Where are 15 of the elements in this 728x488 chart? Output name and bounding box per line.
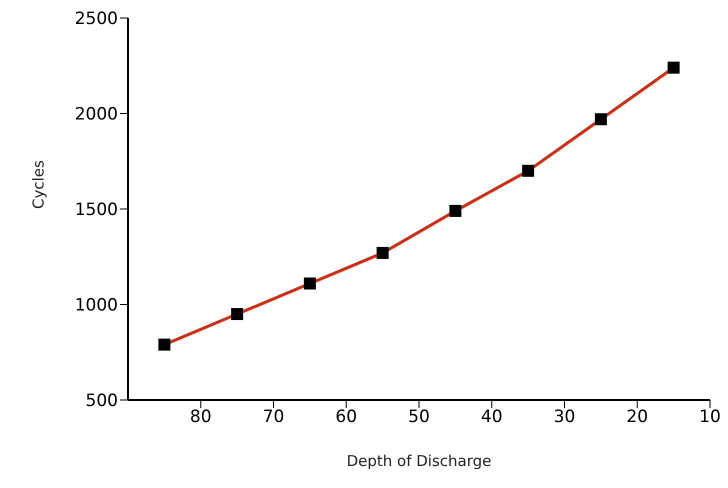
x-tick-label: 80	[190, 407, 212, 428]
x-tick-label: 30	[554, 407, 576, 428]
y-tick-label: 500	[86, 391, 118, 412]
x-tick-label: 20	[626, 407, 648, 428]
y-axis-title: Cycles	[29, 160, 48, 209]
y-tick-label: 1500	[74, 200, 118, 220]
x-tick-label: 60	[335, 407, 358, 428]
x-axis-title: Depth of Discharge	[346, 452, 492, 470]
y-tick-label: 1000	[74, 296, 118, 316]
x-tick-label: 10	[699, 407, 721, 428]
x-tick-label: 50	[408, 407, 430, 428]
y-tick-label: 2000	[74, 104, 118, 125]
x-tick-label: 70	[262, 407, 284, 428]
x-tick-label: 40	[480, 407, 503, 428]
y-tick-label: 2500	[74, 9, 118, 30]
